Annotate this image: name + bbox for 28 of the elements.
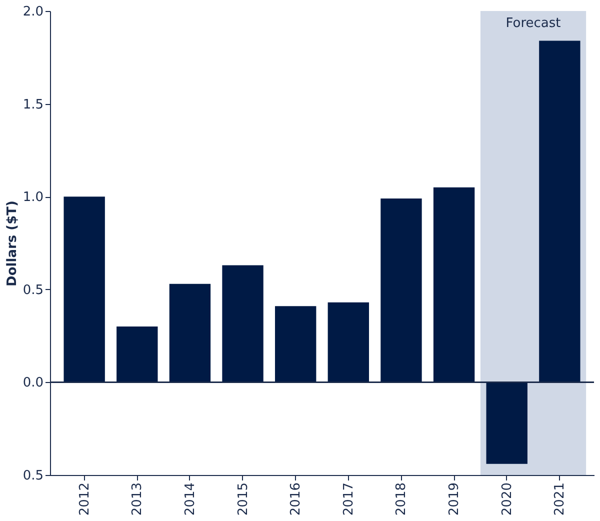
band-label: Forecast [506, 16, 561, 31]
x-tick-label: 2013 [130, 482, 146, 516]
bar [433, 187, 475, 382]
y-axis-title: Dollars ($T) [4, 200, 20, 286]
x-tick-label: 2020 [500, 482, 515, 516]
y-tick-label: 2.0 [22, 4, 44, 20]
y-tick-label: 1.0 [22, 190, 44, 206]
x-tick-label: 2015 [236, 482, 251, 516]
bar [328, 302, 370, 382]
x-tick-label: 2014 [182, 482, 198, 516]
y-tick-label: 0.0 [22, 376, 44, 391]
bar [274, 306, 316, 382]
x-tick-label: 2021 [552, 482, 568, 516]
y-tick-label: 1.5 [22, 97, 44, 112]
bar [169, 284, 211, 382]
y-tick-label: 0.5 [22, 282, 44, 298]
bar [486, 382, 528, 464]
bar [116, 326, 158, 382]
y-tick-label: 0.5 [22, 468, 44, 484]
bar [380, 198, 422, 382]
x-tick-label: 2012 [77, 482, 92, 516]
bar [64, 196, 105, 382]
x-tick-label: 2017 [341, 482, 356, 516]
bar [222, 265, 264, 382]
x-tick-label: 2018 [394, 482, 410, 516]
x-tick-label: 2016 [288, 482, 304, 516]
bar [539, 40, 580, 382]
x-tick-label: 2019 [447, 482, 462, 516]
